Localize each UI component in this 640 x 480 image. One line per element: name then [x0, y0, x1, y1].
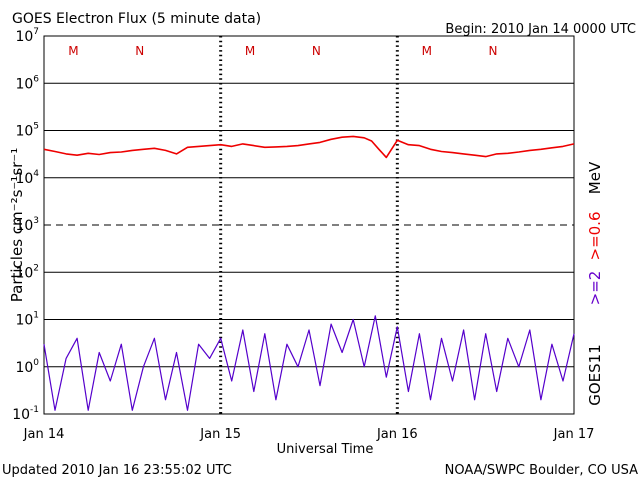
updated-timestamp: Updated 2010 Jan 16 23:55:02 UTC [2, 463, 232, 478]
y-tick-label: 100 [15, 358, 39, 376]
orbit-marker: M [422, 44, 432, 58]
y-tick-label: 103 [15, 216, 39, 234]
orbit-marker: M [68, 44, 78, 58]
x-tick-label: Jan 17 [553, 427, 595, 442]
orbit-marker: N [135, 44, 144, 58]
y-tick-label: 10-1 [12, 405, 39, 423]
data-series [43, 135, 575, 411]
orbit-marker: N [489, 44, 498, 58]
y-tick-label: 104 [15, 169, 39, 187]
y-tick-label: 107 [15, 27, 39, 45]
channel-2-label: >=2 [586, 271, 604, 306]
y-tick-label: 101 [15, 311, 39, 329]
chart-title: GOES Electron Flux (5 minute data) [12, 11, 261, 27]
series-line-0-6mev [43, 135, 575, 159]
channel-06-label: >=0.6 [586, 212, 604, 261]
y-tick-label: 106 [15, 74, 39, 92]
orbit-marker: N [312, 44, 321, 58]
y-tick-labels: 10-1 100 101 102 103 104 105 106 107 [12, 27, 39, 423]
y-tick-label: 102 [15, 263, 39, 281]
y-axis-label: Particles cm⁻²s⁻¹sr⁻¹ [8, 148, 26, 302]
x-tick-label: Jan 16 [376, 427, 418, 442]
x-tick-label: Jan 14 [23, 427, 65, 442]
x-axis-label: Universal Time [277, 442, 374, 457]
series-line-2mev [43, 315, 575, 411]
begin-date: Begin: 2010 Jan 14 0000 UTC [445, 22, 636, 37]
source-credit: NOAA/SWPC Boulder, CO USA [445, 463, 638, 478]
day-divider-ticks [219, 36, 399, 414]
satellite-label: GOES11 [586, 344, 604, 406]
x-tick-label: Jan 15 [199, 427, 241, 442]
x-tick-labels: Jan 14 Jan 15 Jan 16 Jan 17 [23, 427, 595, 442]
grid-lines [44, 82, 574, 368]
y-tick-label: 105 [15, 122, 39, 140]
orbit-marker: M [245, 44, 255, 58]
unit-label: MeV [586, 161, 604, 194]
